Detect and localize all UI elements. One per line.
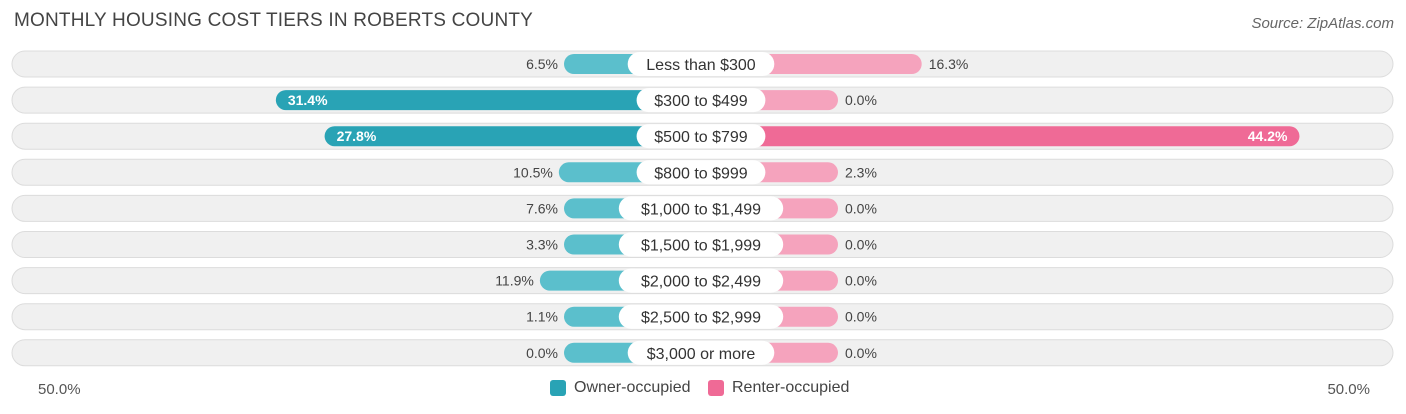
renter-value-less-than-300: 16.3% [929, 56, 969, 72]
category-label-1-000-to-1-499: $1,000 to $1,499 [641, 201, 761, 218]
category-pill-500-to-799 [636, 124, 766, 149]
legend-renter-swatch [708, 380, 724, 396]
legend-owner-label: Owner-occupied [574, 379, 691, 396]
category-pill-1-500-to-1-999 [618, 232, 784, 257]
renter-value-1-500-to-1-999: 0.0% [845, 237, 877, 253]
owner-value-1-500-to-1-999: 3.3% [526, 237, 558, 253]
owner-bar-500-to-799 [324, 126, 701, 147]
axis-right-label: 50.0% [1327, 381, 1370, 398]
category-label-1-500-to-1-999: $1,500 to $1,999 [641, 238, 761, 255]
category-pill-2-500-to-2-999 [618, 304, 784, 329]
owner-value-2-000-to-2-499: 11.9% [495, 273, 534, 289]
category-label-3-000-or-more: $3,000 or more [647, 346, 756, 363]
category-pill-1-000-to-1-499 [618, 196, 784, 221]
axis-left-label: 50.0% [38, 381, 81, 398]
diverging-bar-chart: Less than $300 6.5% 16.3% $300 to $499 31.4%… [11, 50, 1394, 367]
category-label-less-than-300: Less than $300 [646, 57, 756, 74]
renter-value-3-000-or-more: 0.0% [845, 345, 877, 361]
legend-renter[interactable]: Renter-occupied [708, 379, 849, 397]
owner-value-300-to-499: 31.4% [288, 92, 328, 108]
renter-value-1-000-to-1-499: 0.0% [845, 200, 877, 216]
category-pill-less-than-300 [627, 52, 775, 76]
category-label-2-500-to-2-999: $2,500 to $2,999 [641, 310, 761, 327]
category-label-300-to-499: $300 to $499 [654, 93, 748, 110]
source-credit: Source: ZipAtlas.com [1251, 15, 1394, 32]
owner-value-less-than-300: 6.5% [526, 56, 558, 72]
owner-value-500-to-799: 27.8% [337, 128, 377, 144]
owner-value-3-000-or-more: 0.0% [526, 345, 558, 361]
chart-title: MONTHLY HOUSING COST TIERS IN ROBERTS CO… [14, 10, 534, 31]
renter-value-300-to-499: 0.0% [845, 92, 877, 108]
renter-value-800-to-999: 2.3% [845, 164, 877, 180]
category-label-800-to-999: $800 to $999 [654, 165, 748, 182]
category-pill-2-000-to-2-499 [618, 268, 784, 293]
renter-value-2-000-to-2-499: 0.0% [845, 273, 877, 289]
renter-value-2-500-to-2-999: 0.0% [845, 309, 877, 325]
category-label-2-000-to-2-499: $2,000 to $2,499 [641, 274, 761, 291]
category-pill-300-to-499 [636, 88, 766, 113]
legend-owner-swatch [550, 380, 566, 396]
owner-value-800-to-999: 10.5% [513, 164, 553, 180]
owner-value-2-500-to-2-999: 1.1% [526, 309, 558, 325]
legend: Owner-occupied Renter-occupied [0, 379, 1406, 401]
legend-owner[interactable]: Owner-occupied [550, 379, 691, 397]
owner-value-1-000-to-1-499: 7.6% [526, 200, 558, 216]
category-pill-800-to-999 [636, 160, 766, 185]
legend-renter-label: Renter-occupied [732, 379, 850, 396]
category-label-500-to-799: $500 to $799 [654, 129, 748, 146]
category-pill-3-000-or-more [627, 340, 775, 365]
owner-bar-300-to-499 [275, 90, 701, 111]
renter-value-500-to-799: 44.2% [1248, 128, 1288, 144]
renter-bar-500-to-799 [701, 126, 1300, 147]
